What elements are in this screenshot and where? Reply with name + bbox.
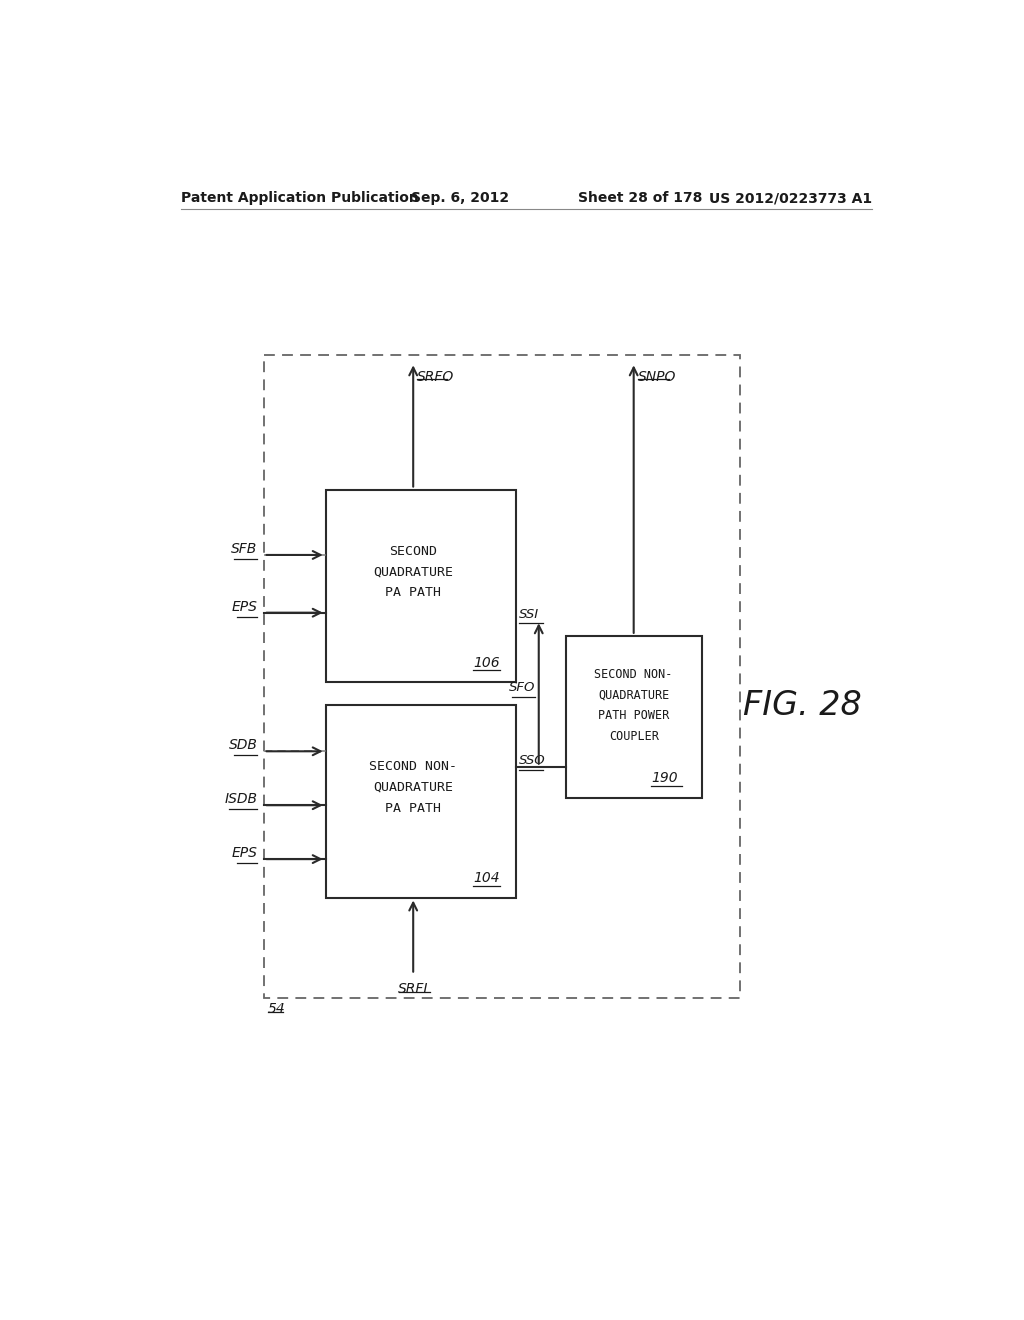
Text: QUADRATURE: QUADRATURE <box>373 565 453 578</box>
Text: SRFI: SRFI <box>398 982 428 997</box>
Text: SDB: SDB <box>228 738 257 752</box>
Text: PA PATH: PA PATH <box>385 586 440 599</box>
Text: SRFO: SRFO <box>417 370 455 384</box>
Text: SNPO: SNPO <box>638 370 676 384</box>
Text: EPS: EPS <box>231 599 257 614</box>
Text: SFB: SFB <box>231 541 257 556</box>
Bar <box>566 636 701 797</box>
Text: PATH POWER: PATH POWER <box>598 709 670 722</box>
Text: PA PATH: PA PATH <box>385 801 440 814</box>
Bar <box>263 355 740 998</box>
Text: SFO: SFO <box>509 681 535 694</box>
Text: Patent Application Publication: Patent Application Publication <box>180 191 419 206</box>
Bar <box>326 490 515 682</box>
Text: Sep. 6, 2012: Sep. 6, 2012 <box>411 191 509 206</box>
Text: ISDB: ISDB <box>224 792 257 807</box>
Text: SSI: SSI <box>519 607 540 620</box>
Text: 54: 54 <box>267 1002 286 1015</box>
Text: COUPLER: COUPLER <box>608 730 658 743</box>
Text: SSO: SSO <box>519 754 546 767</box>
Text: QUADRATURE: QUADRATURE <box>598 689 670 702</box>
Text: 104: 104 <box>473 871 500 886</box>
Text: QUADRATURE: QUADRATURE <box>373 781 453 795</box>
Bar <box>326 705 515 898</box>
Text: SECOND: SECOND <box>389 545 437 557</box>
Text: 106: 106 <box>473 656 500 669</box>
Text: Sheet 28 of 178: Sheet 28 of 178 <box>578 191 701 206</box>
Text: SECOND NON-: SECOND NON- <box>369 760 457 774</box>
Text: EPS: EPS <box>231 846 257 859</box>
Text: 190: 190 <box>651 771 678 785</box>
Text: FIG. 28: FIG. 28 <box>742 689 861 722</box>
Text: SECOND NON-: SECOND NON- <box>595 668 673 681</box>
Text: US 2012/0223773 A1: US 2012/0223773 A1 <box>710 191 872 206</box>
